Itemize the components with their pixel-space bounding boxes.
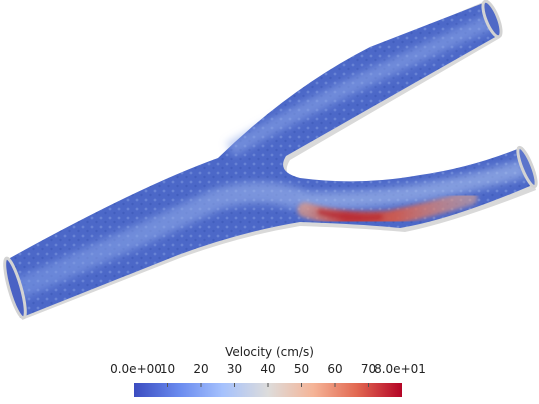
colorbar-tick-label: 50 bbox=[293, 362, 310, 376]
vessel-body bbox=[10, 2, 530, 318]
colorbar-tick-label: 10 bbox=[159, 362, 176, 376]
colorbar-tick-label: 70 bbox=[360, 362, 377, 376]
colorbar-title: Velocity (cm/s) bbox=[225, 345, 314, 359]
colorbar-tick-label: 30 bbox=[226, 362, 243, 376]
velocity-core-streaks bbox=[11, 14, 528, 301]
colorbar-tick-label: 8.0e+01 bbox=[374, 362, 426, 376]
velocity-jet bbox=[297, 190, 478, 227]
colorbar-tick-label: 20 bbox=[193, 362, 209, 376]
vessel-caps bbox=[3, 0, 538, 320]
colorbar-tick-label: 60 bbox=[327, 362, 343, 376]
colorbar-tick-label: 40 bbox=[260, 362, 276, 376]
colorbar bbox=[134, 383, 402, 397]
colorbar-tick-label: 0.0e+00 bbox=[110, 362, 162, 376]
